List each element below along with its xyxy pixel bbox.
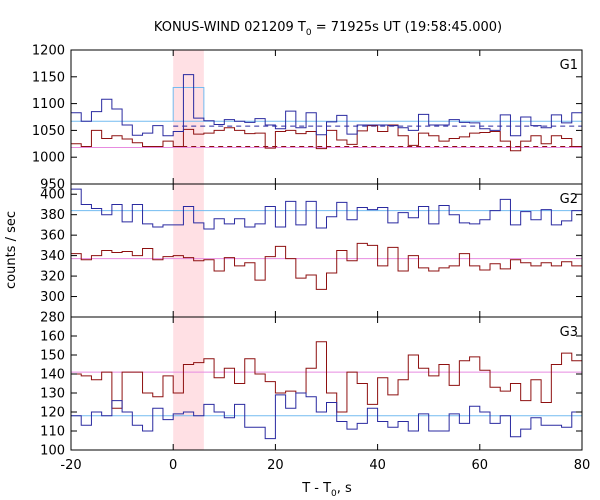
y-tick-label: 130 — [40, 387, 65, 402]
y-tick-label: 300 — [40, 290, 65, 305]
y-tick-label: 400 — [40, 188, 65, 203]
blue-series-line — [71, 392, 582, 440]
y-tick-label: 1000 — [32, 151, 65, 166]
y-tick-label: 360 — [40, 229, 65, 244]
blue-series-line — [71, 74, 582, 137]
x-tick-label: 0 — [169, 458, 177, 473]
x-tick-label: 40 — [369, 458, 386, 473]
y-tick-label: 150 — [40, 349, 65, 364]
x-axis-title: T - T0, s — [301, 481, 352, 499]
y-tick-label: 950 — [40, 178, 65, 193]
y-tick-label: 1100 — [32, 97, 65, 112]
y-tick-label: 280 — [40, 311, 65, 326]
panel-label: G3 — [560, 325, 578, 340]
y-tick-label: 380 — [40, 208, 65, 223]
x-tick-label: 80 — [574, 458, 591, 473]
y-tick-label: 1150 — [32, 70, 65, 85]
x-tick-label: 60 — [472, 458, 489, 473]
y-tick-label: 100 — [40, 444, 65, 459]
y-tick-label: 1200 — [32, 44, 65, 59]
x-tick-label: 20 — [267, 458, 284, 473]
y-tick-label: 320 — [40, 270, 65, 285]
y-tick-label: 160 — [40, 330, 65, 345]
panel-g1: 950 1000 1050 1100 1150 1200 G1 — [32, 44, 583, 193]
panel-frame — [70, 316, 583, 451]
x-tick-label: -20 — [60, 458, 81, 473]
panel-g3: 100 110 120 130 140 150 160 G3 — [40, 316, 583, 459]
burst-interval-highlight — [173, 50, 204, 450]
panel-label: G1 — [560, 58, 578, 73]
panel-label: G2 — [560, 192, 578, 207]
panel-frame — [70, 49, 583, 185]
panel-g2: 280 300 320 340 360 380 400 G2 — [40, 183, 583, 326]
red-series-line — [71, 242, 582, 290]
panel-frame — [70, 183, 583, 318]
y-tick-label: 120 — [40, 406, 65, 421]
red-series-line — [71, 341, 582, 413]
y-tick-label: 140 — [40, 368, 65, 383]
chart-title: KONUS-WIND 021209 T0 = 71925s UT (19:58:… — [154, 20, 502, 38]
y-tick-label: 110 — [40, 425, 65, 440]
x-axis: -20 0 20 40 60 80 — [60, 458, 590, 473]
blue-series-line — [71, 188, 582, 230]
y-tick-label: 340 — [40, 249, 65, 264]
blue-burst-step — [172, 87, 205, 122]
y-tick-label: 1050 — [32, 124, 65, 139]
y-axis-title: counts / sec — [4, 211, 19, 289]
panels-group: 950 1000 1050 1100 1150 1200 G1 280 300 320 340 360… — [32, 44, 583, 459]
